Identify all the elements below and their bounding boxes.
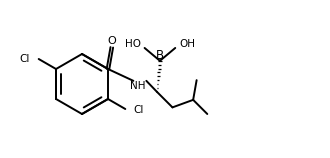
Text: Cl: Cl: [134, 104, 144, 115]
Text: HO: HO: [125, 39, 141, 49]
Text: B: B: [156, 49, 164, 62]
Text: O: O: [108, 36, 116, 46]
Text: Cl: Cl: [20, 54, 30, 64]
Text: NH: NH: [130, 81, 145, 91]
Text: OH: OH: [179, 39, 195, 49]
